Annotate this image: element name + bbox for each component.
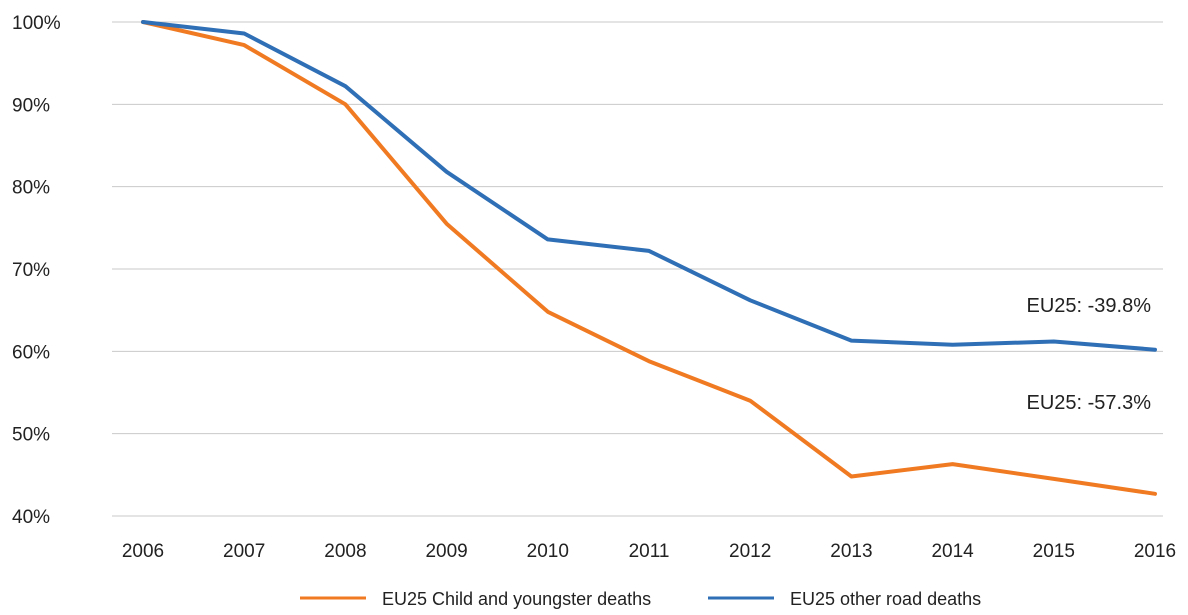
legend-label: EU25 other road deaths (790, 589, 981, 609)
y-tick-label: 40% (12, 507, 50, 528)
legend: EU25 Child and youngster deaths EU25 othe… (300, 589, 981, 609)
annotations: EU25: -39.8% EU25: -57.3% (1026, 295, 1151, 414)
y-tick-label: 90% (12, 95, 50, 116)
gridlines (112, 21, 1163, 517)
series-line-child-youngster (141, 20, 1157, 496)
x-tick-label: 2015 (1033, 541, 1075, 562)
x-tick-label: 2010 (527, 541, 569, 562)
x-axis-ticks: 2006 2007 2008 2009 2010 2011 2012 2013 2014 2015… (122, 541, 1176, 562)
x-tick-label: 2008 (324, 541, 366, 562)
x-tick-label: 2007 (223, 541, 265, 562)
end-change-label: EU25: -57.3% (1026, 392, 1151, 414)
y-tick-label: 60% (12, 342, 50, 363)
y-axis-ticks: 100% 90% 80% 70% 60% 50% 40% (12, 13, 61, 528)
x-tick-label: 2014 (931, 541, 974, 562)
x-tick-label: 2016 (1134, 541, 1176, 562)
y-tick-label: 80% (12, 178, 50, 199)
x-tick-label: 2012 (729, 541, 771, 562)
y-tick-label: 50% (12, 425, 50, 446)
x-tick-label: 2011 (629, 541, 670, 562)
series-line-other-road (141, 20, 1157, 352)
x-tick-label: 2006 (122, 541, 164, 562)
legend-label: EU25 Child and youngster deaths (382, 589, 651, 609)
x-tick-label: 2013 (830, 541, 872, 562)
y-tick-label: 70% (12, 260, 50, 281)
series-lines (141, 20, 1157, 496)
y-tick-label: 100% (12, 13, 61, 34)
x-tick-label: 2009 (425, 541, 467, 562)
end-change-label: EU25: -39.8% (1026, 295, 1151, 317)
